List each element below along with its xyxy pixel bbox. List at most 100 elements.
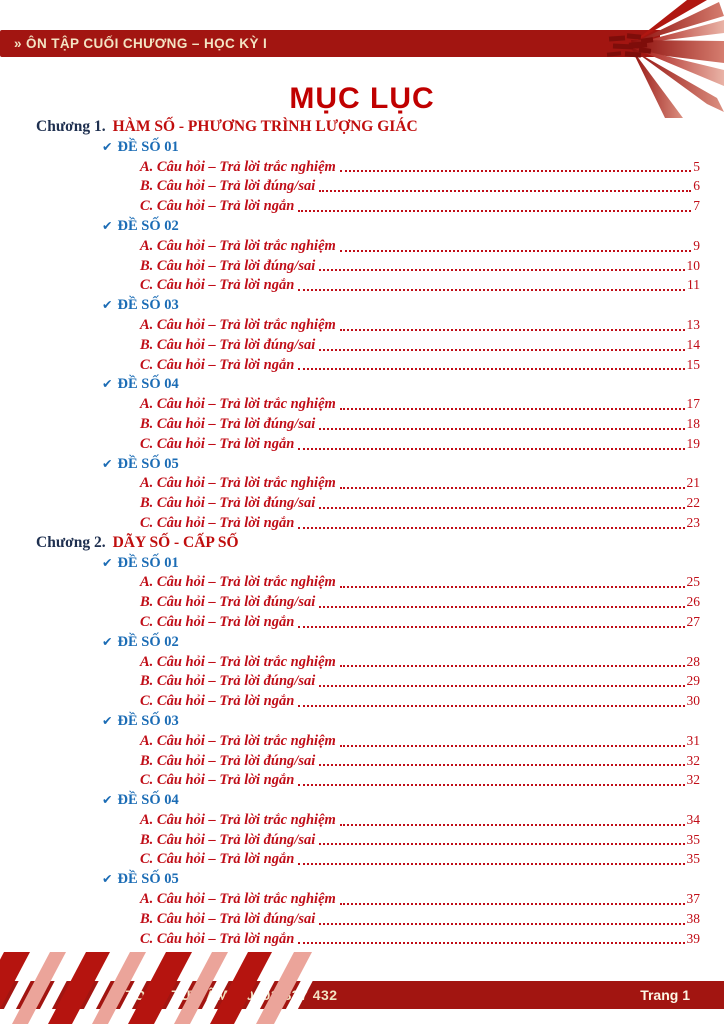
toc-entry-label: B. Câu hỏi – Trả lời đúng/sai xyxy=(140,178,316,195)
toc-entry-page-number: 31 xyxy=(686,732,701,748)
section-label: ĐỀ SỐ 04 xyxy=(117,376,179,393)
dot-leader xyxy=(319,268,685,272)
toc-entry[interactable]: B. Câu hỏi – Trả lời đúng/sai 26 xyxy=(36,592,700,612)
toc-entry[interactable]: A. Câu hỏi – Trả lời trắc nghiệm 5 xyxy=(36,157,700,177)
toc-entry[interactable]: C. Câu hỏi – Trả lời ngắn 23 xyxy=(36,513,700,533)
toc-entry[interactable]: B. Câu hỏi – Trả lời đúng/sai 14 xyxy=(36,335,700,355)
toc-entry-label: A. Câu hỏi – Trả lời trắc nghiệm xyxy=(140,891,336,908)
toc-entry[interactable]: B. Câu hỏi – Trả lời đúng/sai 22 xyxy=(36,493,700,513)
toc-chapter-heading: Chương 1. HÀM SỐ - PHƯƠNG TRÌNH LƯỢNG GIÁ… xyxy=(36,117,700,137)
toc-entry[interactable]: A. Câu hỏi – Trả lời trắc nghiệm 31 xyxy=(36,731,700,751)
toc-entry-page-number: 22 xyxy=(686,495,701,511)
dot-leader xyxy=(339,664,685,668)
toc-entry-label: A. Câu hỏi – Trả lời trắc nghiệm xyxy=(140,811,336,828)
toc-entry[interactable]: C. Câu hỏi – Trả lời ngắn 15 xyxy=(36,355,700,375)
toc-entry[interactable]: A. Câu hỏi – Trả lời trắc nghiệm 25 xyxy=(36,572,700,592)
toc-entry-page-number: 17 xyxy=(686,396,701,412)
dot-leader xyxy=(319,684,685,688)
toc-entry-page-number: 25 xyxy=(686,574,701,590)
toc-entry[interactable]: B. Câu hỏi – Trả lời đúng/sai 10 xyxy=(36,256,700,276)
toc-chapter-heading: Chương 2. DÃY SỐ - CẤP SỐ xyxy=(36,533,700,553)
toc-entry-label: B. Câu hỏi – Trả lời đúng/sai xyxy=(140,495,316,512)
toc-section-heading: ✔ ĐỀ SỐ 05 xyxy=(36,869,700,889)
toc-entry[interactable]: B. Câu hỏi – Trả lời đúng/sai 18 xyxy=(36,414,700,434)
checkmark-icon: ✔ xyxy=(102,138,113,154)
toc-entry-page-number: 35 xyxy=(686,851,701,867)
toc-entry-page-number: 27 xyxy=(686,613,701,629)
toc-entry-page-number: 28 xyxy=(686,653,701,669)
toc-entry-page-number: 29 xyxy=(686,673,701,689)
toc-entry-label: B. Câu hỏi – Trả lời đúng/sai xyxy=(140,415,316,432)
toc-entry-label: A. Câu hỏi – Trả lời trắc nghiệm xyxy=(140,316,336,333)
dot-leader xyxy=(339,169,692,173)
toc-entry[interactable]: B. Câu hỏi – Trả lời đúng/sai 29 xyxy=(36,671,700,691)
toc-section-heading: ✔ ĐỀ SỐ 03 xyxy=(36,711,700,731)
toc-entry-label: B. Câu hỏi – Trả lời đúng/sai xyxy=(140,752,316,769)
toc-entry-label: C. Câu hỏi – Trả lời ngắn xyxy=(140,514,295,531)
toc-entry-page-number: 37 xyxy=(686,891,701,907)
dot-leader xyxy=(319,506,685,509)
dot-leader xyxy=(339,823,685,826)
toc-entry[interactable]: C. Câu hỏi – Trả lời ngắn 30 xyxy=(36,691,700,711)
dot-leader xyxy=(319,922,685,925)
toc-entry-page-number: 7 xyxy=(693,198,700,214)
toc-entry[interactable]: B. Câu hỏi – Trả lời đúng/sai 6 xyxy=(36,176,700,196)
toc-entry-page-number: 11 xyxy=(687,277,700,293)
chapter-number-label: Chương 2. xyxy=(36,533,106,551)
toc-entry-label: C. Câu hỏi – Trả lời ngắn xyxy=(140,930,295,947)
dot-leader xyxy=(298,367,685,371)
toc-entry-label: B. Câu hỏi – Trả lời đúng/sai xyxy=(140,910,316,927)
toc-entry-page-number: 23 xyxy=(686,514,701,530)
toc-entry-label: A. Câu hỏi – Trả lời trắc nghiệm xyxy=(140,574,336,591)
toc-entry[interactable]: C. Câu hỏi – Trả lời ngắn 32 xyxy=(36,770,700,790)
dot-leader xyxy=(339,249,692,252)
toc-entry-label: B. Câu hỏi – Trả lời đúng/sai xyxy=(140,831,316,848)
checkmark-icon: ✔ xyxy=(102,297,113,313)
toc-entry-label: A. Câu hỏi – Trả lời trắc nghiệm xyxy=(140,396,336,413)
toc-entry[interactable]: A. Câu hỏi – Trả lời trắc nghiệm 17 xyxy=(36,394,700,414)
toc-entry[interactable]: A. Câu hỏi – Trả lời trắc nghiệm 28 xyxy=(36,652,700,672)
toc-entry[interactable]: A. Câu hỏi – Trả lời trắc nghiệm 34 xyxy=(36,810,700,830)
toc-entry[interactable]: A. Câu hỏi – Trả lời trắc nghiệm 9 xyxy=(36,236,700,256)
section-label: ĐỀ SỐ 03 xyxy=(117,297,179,314)
toc-entry-label: B. Câu hỏi – Trả lời đúng/sai xyxy=(140,594,316,611)
checkmark-icon: ✔ xyxy=(102,792,113,808)
dot-leader xyxy=(339,744,685,747)
toc-entry-label: C. Câu hỏi – Trả lời ngắn xyxy=(140,613,295,630)
toc-entry[interactable]: C. Câu hỏi – Trả lời ngắn 19 xyxy=(36,434,700,454)
toc-entry[interactable]: B. Câu hỏi – Trả lời đúng/sai 32 xyxy=(36,751,700,771)
toc-entry[interactable]: C. Câu hỏi – Trả lời ngắn 39 xyxy=(36,929,700,949)
dot-leader xyxy=(298,783,685,787)
toc-entry[interactable]: B. Câu hỏi – Trả lời đúng/sai 35 xyxy=(36,830,700,850)
toc-entry-page-number: 21 xyxy=(686,475,701,491)
dot-leader xyxy=(339,328,685,331)
toc-entry[interactable]: A. Câu hỏi – Trả lời trắc nghiệm 13 xyxy=(36,315,700,335)
toc-entry[interactable]: A. Câu hỏi – Trả lời trắc nghiệm 21 xyxy=(36,473,700,493)
toc-entry-page-number: 30 xyxy=(686,693,701,709)
toc-entry-label: C. Câu hỏi – Trả lời ngắn xyxy=(140,772,295,789)
toc-entry[interactable]: B. Câu hỏi – Trả lời đúng/sai 38 xyxy=(36,909,700,929)
toc-entry-label: A. Câu hỏi – Trả lời trắc nghiệm xyxy=(140,653,336,670)
toc-entry[interactable]: C. Câu hỏi – Trả lời ngắn 7 xyxy=(36,196,700,216)
dot-leader xyxy=(298,447,685,450)
toc-section-heading: ✔ ĐỀ SỐ 03 xyxy=(36,295,700,315)
dot-leader xyxy=(319,605,685,608)
toc-entry-page-number: 14 xyxy=(686,336,701,352)
dot-leader xyxy=(339,585,685,589)
header-bar-title: » ÔN TẬP CUỐI CHƯƠNG – HỌC KỲ I xyxy=(14,36,268,51)
toc-entry[interactable]: A. Câu hỏi – Trả lời trắc nghiệm 37 xyxy=(36,889,700,909)
section-label: ĐỀ SỐ 02 xyxy=(117,217,179,234)
section-label: ĐỀ SỐ 05 xyxy=(117,871,179,888)
toc-section-heading: ✔ ĐỀ SỐ 04 xyxy=(36,790,700,810)
dot-leader xyxy=(319,763,685,767)
toc-entry[interactable]: C. Câu hỏi – Trả lời ngắn 35 xyxy=(36,849,700,869)
toc-entry-page-number: 19 xyxy=(686,435,701,451)
dot-leader xyxy=(298,704,685,707)
toc-entry[interactable]: C. Câu hỏi – Trả lời ngắn 11 xyxy=(36,275,700,295)
toc-entry[interactable]: C. Câu hỏi – Trả lời ngắn 27 xyxy=(36,612,700,632)
toc-entry-page-number: 32 xyxy=(686,752,701,768)
dot-leader xyxy=(298,941,685,945)
chapter-number-label: Chương 1. xyxy=(36,118,106,135)
toc-entry-label: B. Câu hỏi – Trả lời đúng/sai xyxy=(140,673,316,690)
